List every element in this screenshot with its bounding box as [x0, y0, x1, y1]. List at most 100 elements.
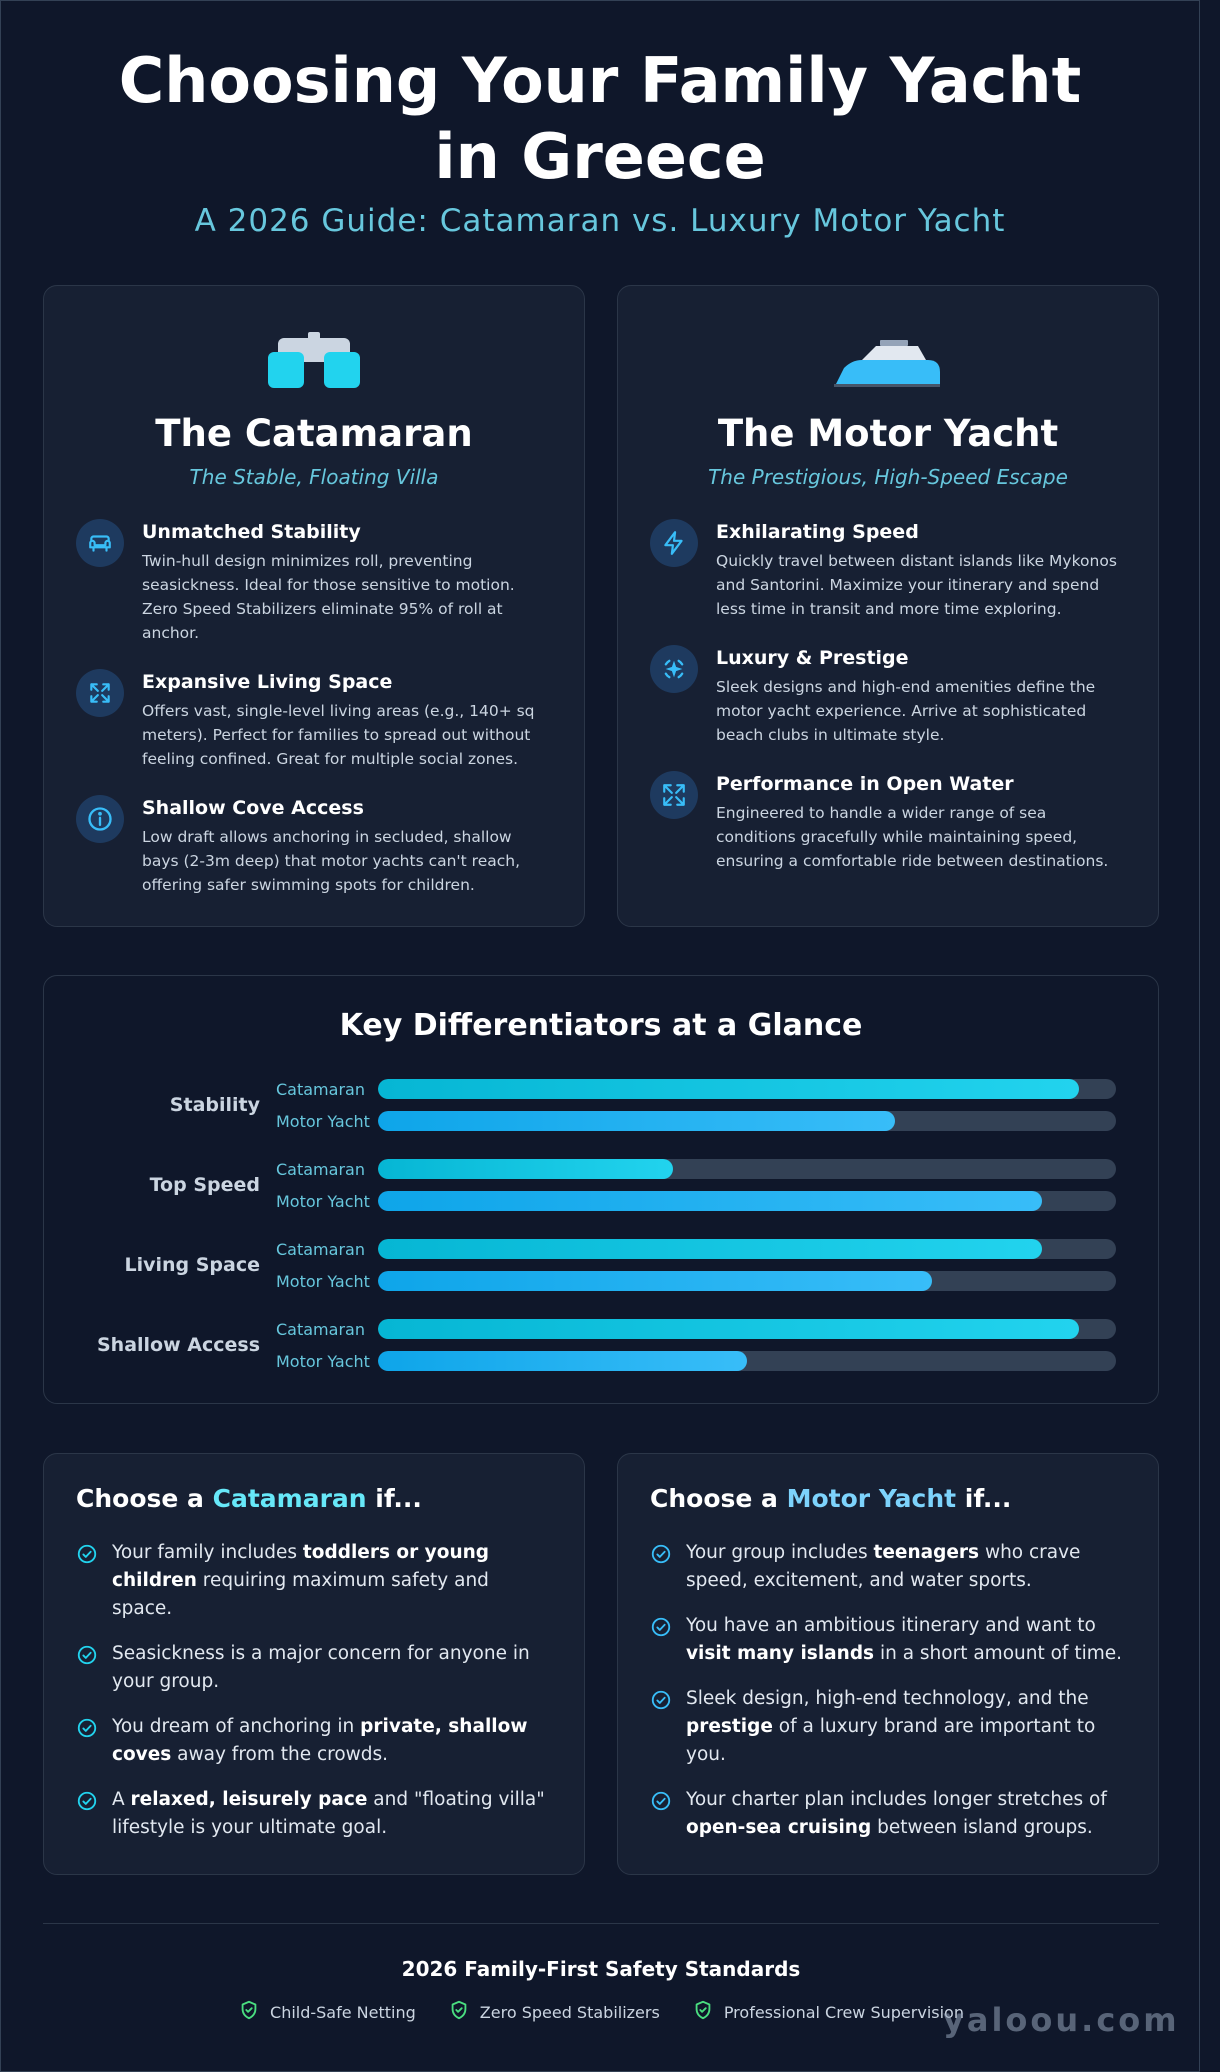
maximize-icon — [650, 771, 698, 819]
sofa-icon — [76, 519, 124, 567]
safety-item: Zero Speed Stabilizers — [448, 1999, 660, 2025]
choose-title-suffix: if... — [366, 1484, 422, 1513]
bar-track — [378, 1111, 1116, 1131]
check-circle-icon — [76, 1717, 98, 1739]
bar-track — [378, 1191, 1116, 1211]
bar-row: Motor Yacht — [276, 1345, 1158, 1377]
bar-group: Stability Catamaran Motor Yacht — [44, 1065, 1158, 1145]
choose-motor-yacht-card: Choose a Motor Yacht if... Your group in… — [617, 1453, 1159, 1875]
safety-item: Child-Safe Netting — [238, 1999, 416, 2025]
category-label: Living Space — [124, 1254, 260, 1276]
feature-item: Shallow Cove Access Low draft allows anc… — [76, 795, 552, 897]
feature-description: Twin-hull design minimizes roll, prevent… — [142, 552, 515, 642]
bar — [378, 1191, 1043, 1211]
safety-item-label: Professional Crew Supervision — [723, 2002, 964, 2022]
series-label: Motor Yacht — [276, 1271, 370, 1291]
series-label: Catamaran — [276, 1319, 365, 1339]
lightning-icon — [650, 519, 698, 567]
bar-track — [378, 1159, 1116, 1179]
shield-check-icon — [238, 1999, 260, 2025]
list-item: You dream of anchoring in private, shall… — [76, 1713, 552, 1769]
list-item-text: You dream of anchoring in private, shall… — [112, 1716, 528, 1765]
check-circle-icon — [650, 1689, 672, 1711]
bar-row: Catamaran — [276, 1313, 1158, 1345]
bar-row: Catamaran — [276, 1073, 1158, 1105]
bar — [378, 1159, 674, 1179]
bar-groups: Stability Catamaran Motor Yacht Top Speed Ca… — [44, 1065, 1158, 1385]
feature-item: Unmatched Stability Twin-hull design min… — [76, 519, 552, 645]
motor-yacht-tagline: The Prestigious, High-Speed Escape — [708, 465, 1068, 489]
choose-title-suffix: if... — [956, 1484, 1012, 1513]
feature-description: Engineered to handle a wider range of se… — [716, 804, 1109, 870]
choose-title-prefix: Choose a — [650, 1484, 787, 1513]
bar-track — [378, 1351, 1116, 1371]
bar — [378, 1111, 895, 1131]
sparkle-icon — [650, 645, 698, 693]
catamaran-icon — [76, 326, 552, 390]
choose-section: Choose a Catamaran if... Your family inc… — [43, 1453, 1159, 1875]
differentiators-chart: Key Differentiators at a Glance Stabilit… — [43, 975, 1159, 1404]
list-item: Your group includes teenagers who crave … — [650, 1539, 1126, 1595]
list-item-text: Your charter plan includes longer stretc… — [686, 1789, 1107, 1838]
bar-group: Shallow Access Catamaran Motor Yacht — [44, 1305, 1158, 1385]
bar — [378, 1079, 1080, 1099]
page-title: Choosing Your Family Yacht in Greece — [118, 44, 1082, 193]
bar-track — [378, 1239, 1116, 1259]
bar-group: Living Space Catamaran Motor Yacht — [44, 1225, 1158, 1305]
feature-item: Luxury & Prestige Sleek designs and high… — [650, 645, 1126, 747]
check-circle-icon — [650, 1790, 672, 1812]
feature-title: Exhilarating Speed — [716, 521, 919, 543]
safety-list: Child-Safe Netting Zero Speed Stabilizers… — [1, 1999, 1201, 2025]
list-item: Your charter plan includes longer stretc… — [650, 1786, 1126, 1842]
list-item: Seasickness is a major concern for anyon… — [76, 1640, 552, 1696]
catamaran-card: The Catamaran The Stable, Floating Villa… — [43, 285, 585, 927]
header: Choosing Your Family Yacht in Greece A 2… — [1, 1, 1199, 239]
feature-title: Shallow Cove Access — [142, 797, 364, 819]
series-label: Motor Yacht — [276, 1111, 370, 1131]
feature-item: Expansive Living Space Offers vast, sing… — [76, 669, 552, 771]
choose-title-prefix: Choose a — [76, 1484, 213, 1513]
feature-description: Offers vast, single-level living areas (… — [142, 702, 535, 768]
choose-catamaran-card: Choose a Catamaran if... Your family inc… — [43, 1453, 585, 1875]
check-circle-icon — [650, 1616, 672, 1638]
list-item-text: Seasickness is a major concern for anyon… — [112, 1643, 530, 1692]
watermark: yaloou.com — [943, 2001, 1180, 2039]
feature-item: Exhilarating Speed Quickly travel betwee… — [650, 519, 1126, 621]
catamaran-title: The Catamaran — [155, 412, 473, 455]
check-circle-icon — [650, 1543, 672, 1565]
catamaran-features: Unmatched Stability Twin-hull design min… — [76, 519, 552, 897]
bar — [378, 1239, 1043, 1259]
list-item-text: You have an ambitious itinerary and want… — [686, 1615, 1122, 1664]
feature-title: Unmatched Stability — [142, 521, 361, 543]
bar — [378, 1351, 747, 1371]
info-icon — [76, 795, 124, 843]
feature-item: Performance in Open Water Engineered to … — [650, 771, 1126, 873]
motor-yacht-title: The Motor Yacht — [717, 412, 1059, 455]
bar-group: Top Speed Catamaran Motor Yacht — [44, 1145, 1158, 1225]
choose-title-accent: Motor Yacht — [786, 1484, 957, 1513]
list-item-text: A relaxed, leisurely pace and "floating … — [112, 1789, 545, 1838]
choose-title-accent: Catamaran — [212, 1484, 367, 1513]
shield-check-icon — [692, 1999, 714, 2025]
bar-row: Motor Yacht — [276, 1185, 1158, 1217]
category-label: Top Speed — [149, 1174, 260, 1196]
list-item-text: Your group includes teenagers who crave … — [686, 1542, 1081, 1591]
bar-row: Catamaran — [276, 1153, 1158, 1185]
bar-row: Motor Yacht — [276, 1265, 1158, 1297]
catamaran-tagline: The Stable, Floating Villa — [189, 465, 439, 489]
series-label: Motor Yacht — [276, 1351, 370, 1371]
motor-yacht-icon — [650, 326, 1126, 390]
choose-catamaran-list: Your family includes toddlers or young c… — [76, 1539, 552, 1842]
series-label: Catamaran — [276, 1239, 365, 1259]
motor-yacht-card: The Motor Yacht The Prestigious, High-Sp… — [617, 285, 1159, 927]
choose-motor-yacht-list: Your group includes teenagers who crave … — [650, 1539, 1126, 1842]
bar-row: Motor Yacht — [276, 1105, 1158, 1137]
feature-title: Performance in Open Water — [716, 773, 1014, 795]
bar-track — [378, 1271, 1116, 1291]
bar — [378, 1319, 1080, 1339]
feature-title: Luxury & Prestige — [716, 647, 909, 669]
list-item: Your family includes toddlers or young c… — [76, 1539, 552, 1623]
footer-divider — [43, 1923, 1159, 1924]
bar-row: Catamaran — [276, 1233, 1158, 1265]
